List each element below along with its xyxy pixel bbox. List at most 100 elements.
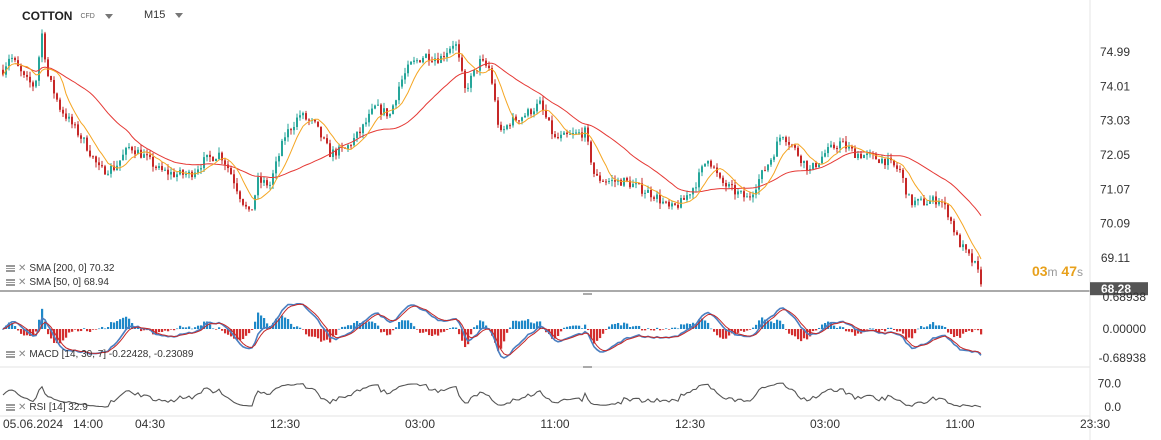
time-tick-label: 12:30	[675, 417, 705, 431]
candle-body	[692, 188, 694, 195]
macd-histogram-bar	[785, 329, 788, 330]
macd-histogram-bar	[122, 317, 125, 329]
legend-rsi-text: RSI [14] 32.9	[29, 402, 88, 413]
macd-histogram-bar	[680, 324, 683, 329]
candle-body	[383, 108, 385, 115]
macd-histogram-bar	[635, 325, 638, 329]
close-icon[interactable]: ✕	[18, 276, 27, 288]
macd-histogram-bar	[557, 329, 560, 336]
candle-body	[611, 180, 613, 182]
macd-histogram-bar	[182, 327, 185, 329]
candle-body	[779, 137, 781, 142]
settings-list-icon[interactable]	[6, 404, 15, 411]
candle-body	[512, 116, 514, 126]
candle-body	[104, 166, 106, 175]
candle-body	[842, 141, 844, 143]
macd-histogram-bar	[782, 324, 785, 329]
panel-resize-handle[interactable]	[583, 293, 592, 295]
macd-histogram-bar	[287, 319, 290, 329]
candle-body	[920, 198, 922, 200]
settings-list-icon[interactable]	[6, 265, 15, 272]
candle-body	[170, 172, 172, 175]
macd-histogram-bar	[506, 329, 509, 333]
candle-body	[593, 162, 595, 174]
candle-body	[419, 60, 421, 63]
macd-histogram-bar	[608, 326, 611, 329]
candle-body	[500, 124, 502, 131]
close-icon[interactable]: ✕	[18, 262, 27, 274]
candle-body	[287, 129, 289, 138]
macd-histogram-bar	[2, 329, 5, 330]
macd-histogram-bar	[368, 321, 371, 329]
rsi-tick-label: 70.0	[1098, 376, 1122, 390]
macd-histogram-bar	[788, 329, 791, 334]
candle-body	[416, 60, 418, 62]
macd-histogram-bar	[581, 328, 584, 329]
macd-histogram-bar	[779, 320, 782, 329]
candle-body	[590, 141, 592, 163]
macd-histogram-bar	[113, 322, 116, 329]
candle-body	[362, 124, 364, 134]
macd-histogram-bar	[80, 329, 83, 332]
candle-body	[845, 141, 847, 149]
candle-body	[959, 234, 961, 248]
candle-body	[932, 196, 934, 201]
macd-histogram-bar	[599, 329, 602, 339]
macd-histogram-bar	[752, 327, 755, 329]
macd-histogram-bar	[14, 326, 17, 329]
candle-body	[242, 199, 244, 205]
candle-body	[428, 53, 430, 61]
macd-histogram-bar	[65, 329, 68, 338]
macd-histogram-bar	[497, 329, 500, 351]
candle-body	[572, 132, 574, 134]
candle-body	[914, 200, 916, 206]
timeframe-selector[interactable]: M15	[144, 9, 184, 21]
candle-body	[482, 59, 484, 61]
macd-histogram-bar	[938, 325, 941, 329]
macd-histogram-bar	[470, 329, 473, 335]
candle-body	[902, 169, 904, 179]
chevron-down-icon	[104, 13, 113, 19]
candle-body	[209, 154, 211, 157]
macd-histogram-bar	[791, 329, 794, 336]
legend-sma200: ✕ SMA [200, 0] 70.32	[6, 263, 114, 274]
candle-body	[797, 147, 799, 156]
macd-histogram-bar	[353, 322, 356, 329]
macd-histogram-bar	[194, 327, 197, 329]
macd-histogram-bar	[446, 329, 449, 330]
candle-body	[278, 155, 280, 162]
macd-tick-label: -0.68938	[1099, 351, 1147, 365]
candle-body	[161, 166, 163, 171]
macd-histogram-bar	[218, 327, 221, 329]
candle-body	[152, 156, 154, 167]
countdown-minutes-unit: m	[1047, 265, 1058, 279]
candle-body	[734, 185, 736, 195]
macd-histogram-bar	[932, 322, 935, 329]
macd-histogram-bar	[407, 320, 410, 329]
macd-histogram-bar	[758, 320, 761, 329]
macd-histogram-bar	[527, 319, 530, 329]
candle-body	[740, 191, 742, 193]
candle-body	[878, 159, 880, 163]
candle-body	[980, 269, 982, 285]
panel-resize-handle[interactable]	[583, 366, 592, 368]
candle-body	[929, 200, 931, 204]
close-icon[interactable]: ✕	[18, 348, 27, 360]
macd-histogram-bar	[644, 329, 647, 331]
symbol-selector[interactable]: COTTON CFD	[22, 9, 113, 23]
candle-body	[452, 45, 454, 49]
settings-list-icon[interactable]	[6, 279, 15, 286]
candle-body	[110, 165, 112, 174]
candle-body	[290, 129, 292, 131]
settings-list-icon[interactable]	[6, 351, 15, 358]
macd-histogram-bar	[260, 315, 263, 329]
candle-body	[332, 149, 334, 158]
candle-body	[719, 173, 721, 178]
macd-histogram-bar	[392, 329, 395, 331]
macd-histogram-bar	[224, 329, 227, 334]
close-icon[interactable]: ✕	[18, 401, 27, 413]
candle-body	[602, 180, 604, 182]
macd-histogram-bar	[257, 312, 260, 329]
macd-histogram-bar	[800, 329, 803, 342]
